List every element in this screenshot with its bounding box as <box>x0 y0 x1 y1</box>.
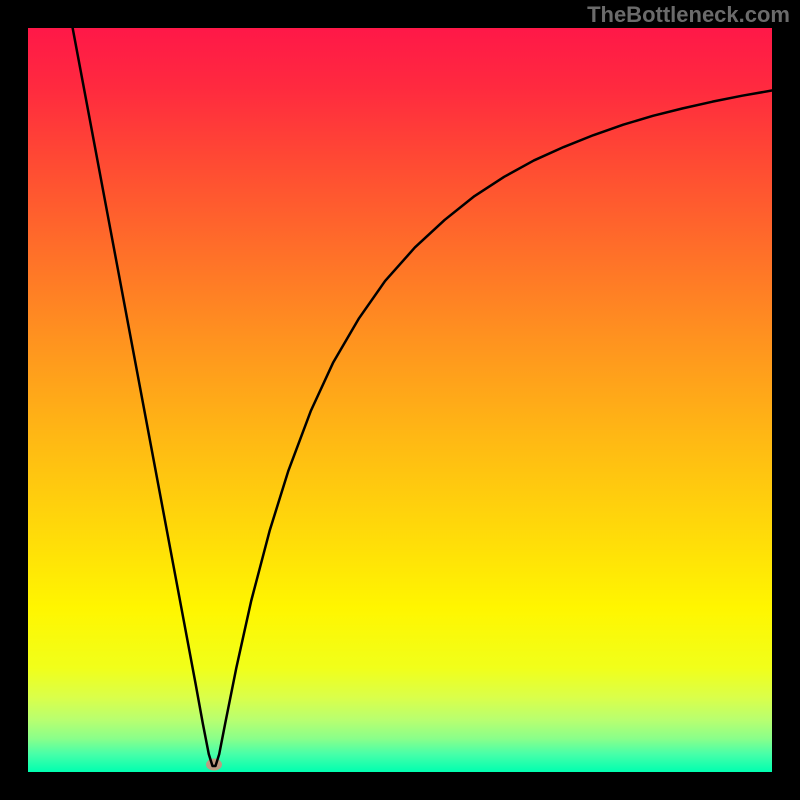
watermark-text: TheBottleneck.com <box>587 2 790 28</box>
plot-area <box>28 28 772 772</box>
bottleneck-curve-chart <box>28 28 772 772</box>
minimum-marker <box>206 759 222 771</box>
chart-container: TheBottleneck.com <box>0 0 800 800</box>
gradient-background <box>28 28 772 772</box>
